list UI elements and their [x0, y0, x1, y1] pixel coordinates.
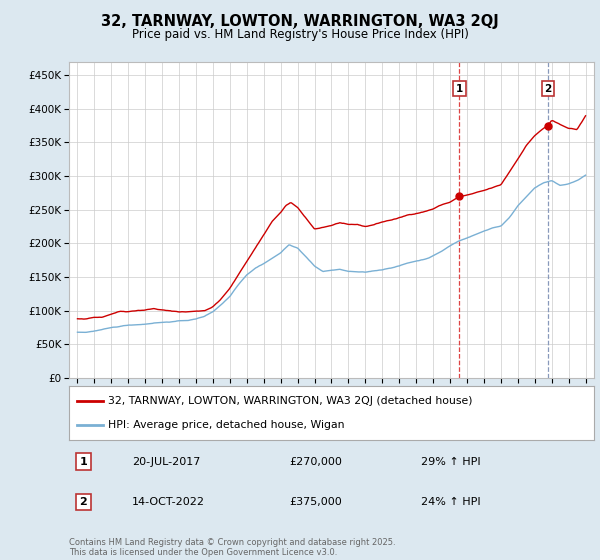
- Text: 1: 1: [456, 83, 463, 94]
- Text: HPI: Average price, detached house, Wigan: HPI: Average price, detached house, Wiga…: [109, 420, 345, 430]
- Text: £375,000: £375,000: [290, 497, 342, 507]
- Text: 1: 1: [79, 457, 87, 467]
- Text: 24% ↑ HPI: 24% ↑ HPI: [421, 497, 481, 507]
- Text: 29% ↑ HPI: 29% ↑ HPI: [421, 457, 481, 467]
- Text: 14-OCT-2022: 14-OCT-2022: [132, 497, 205, 507]
- Text: £270,000: £270,000: [290, 457, 343, 467]
- Text: 2: 2: [79, 497, 87, 507]
- Text: 20-JUL-2017: 20-JUL-2017: [132, 457, 200, 467]
- Text: Price paid vs. HM Land Registry's House Price Index (HPI): Price paid vs. HM Land Registry's House …: [131, 28, 469, 41]
- Text: 2: 2: [544, 83, 552, 94]
- Text: 32, TARNWAY, LOWTON, WARRINGTON, WA3 2QJ: 32, TARNWAY, LOWTON, WARRINGTON, WA3 2QJ: [101, 14, 499, 29]
- Text: 32, TARNWAY, LOWTON, WARRINGTON, WA3 2QJ (detached house): 32, TARNWAY, LOWTON, WARRINGTON, WA3 2QJ…: [109, 396, 473, 406]
- Text: Contains HM Land Registry data © Crown copyright and database right 2025.
This d: Contains HM Land Registry data © Crown c…: [69, 538, 395, 557]
